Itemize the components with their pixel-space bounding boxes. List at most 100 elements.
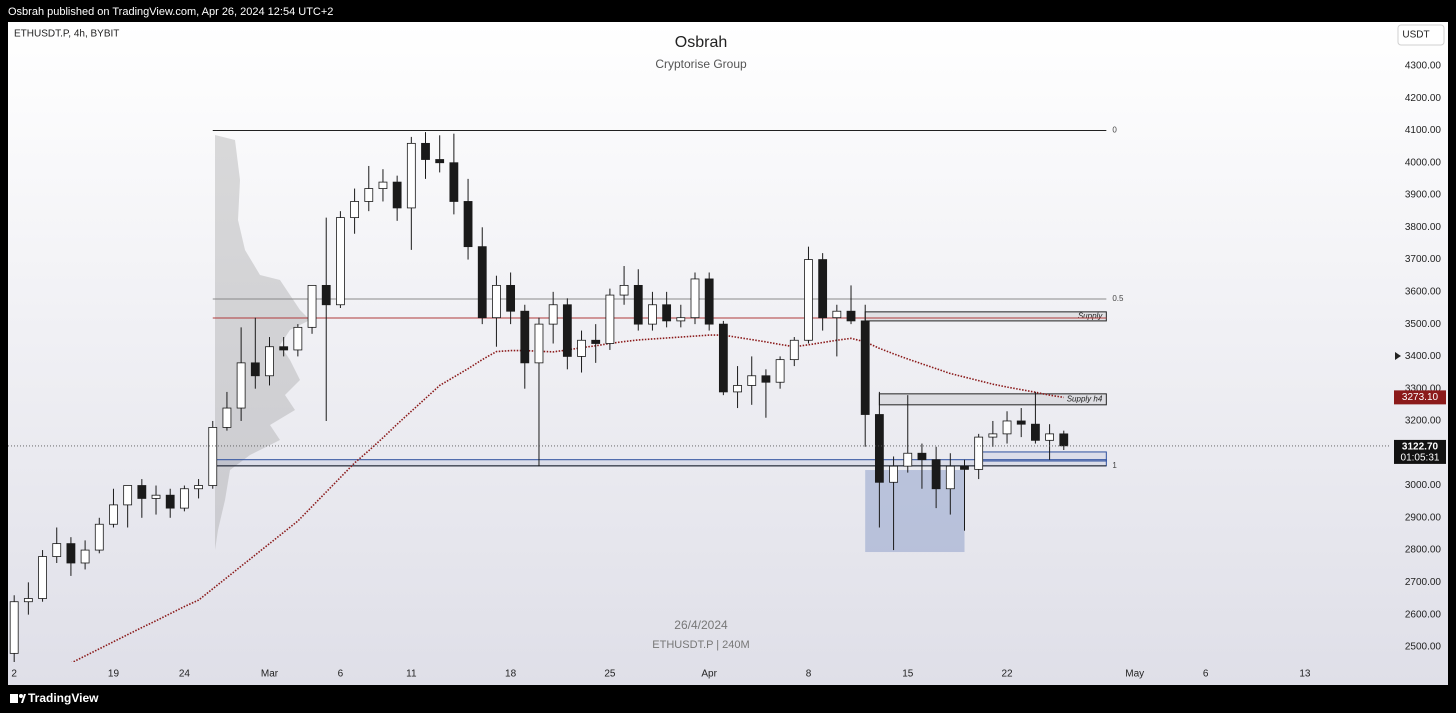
volume-profile (215, 135, 310, 550)
candle-body (194, 485, 203, 490)
candle-body (336, 217, 345, 306)
candle-body (179, 488, 189, 509)
y-tick-label: 4000.00 (1405, 157, 1442, 168)
candle-body (435, 159, 445, 164)
y-tick-label: 2800.00 (1405, 545, 1442, 556)
candle-body (903, 452, 913, 467)
candle-body (704, 278, 714, 325)
candle-body (747, 375, 757, 386)
x-tick-label: 13 (1299, 669, 1311, 680)
candle-body (789, 339, 799, 361)
candle-body (279, 346, 289, 351)
currency-label[interactable]: USDT (1402, 30, 1429, 41)
logo-mark (19, 694, 23, 698)
x-tick-label: 19 (108, 669, 120, 680)
candle-body (1059, 433, 1069, 447)
logo-mark (10, 694, 18, 703)
zone (212, 459, 1107, 467)
candle-body (421, 142, 430, 160)
zone-label: Supply h4 (1067, 394, 1103, 403)
level-label: 0.5 (1112, 294, 1124, 303)
x-tick-label: Mar (261, 669, 279, 680)
candle-body (960, 465, 969, 470)
candle-body (974, 436, 984, 470)
y-tick-label: 3700.00 (1405, 254, 1442, 265)
candle-body (548, 304, 558, 325)
candle-body (151, 494, 161, 499)
candle-body (690, 278, 700, 319)
candle-body (52, 543, 62, 557)
y-tick-label: 3000.00 (1405, 480, 1442, 491)
candle-body (23, 598, 33, 603)
y-tick-label: 4300.00 (1405, 61, 1442, 72)
candle-body (9, 601, 19, 654)
y-tick-label: 3900.00 (1405, 190, 1442, 201)
candle-body (265, 346, 274, 377)
chart-subtitle: Cryptorise Group (655, 57, 747, 71)
candle-body (392, 181, 402, 209)
currency-button[interactable] (1397, 24, 1445, 46)
x-tick-label: 18 (505, 669, 517, 680)
x-tick-label: 8 (806, 669, 812, 680)
candle-body (577, 339, 586, 357)
candle-body (1002, 420, 1012, 435)
candle-body (378, 181, 388, 189)
last-price-box (1394, 439, 1446, 464)
x-tick-label: 22 (1001, 669, 1013, 680)
candle-body (80, 549, 90, 564)
candle-body (364, 188, 374, 202)
candle-body (492, 284, 501, 319)
y-tick-label: 3300.00 (1405, 383, 1442, 394)
plot-area: Supply Supply h4 0 0.5 1 (8, 126, 1390, 662)
candle-body (860, 320, 870, 415)
candle-body (1031, 423, 1040, 441)
x-tick-label: 24 (179, 669, 191, 680)
logo-mark (21, 694, 26, 703)
last-price-label: 3122.70 (1402, 442, 1439, 453)
candle-body (761, 375, 771, 383)
candle-body (874, 414, 884, 483)
candle-body (988, 433, 998, 438)
candle-body (463, 201, 473, 248)
candle-body (619, 284, 629, 296)
candle-body (591, 339, 601, 344)
candle-body (137, 485, 147, 499)
candle-body (931, 459, 941, 490)
candle-body (123, 485, 133, 506)
y-tick-label: 3400.00 (1405, 351, 1442, 362)
level-label: 1 (1112, 461, 1117, 470)
x-tick-label: 6 (338, 669, 344, 680)
candle-body (165, 494, 175, 509)
candle-body (222, 407, 232, 428)
candle-body (917, 452, 927, 461)
candle-body (718, 323, 728, 393)
chart-background (8, 22, 1448, 685)
candle-body (321, 284, 331, 306)
candle-body (66, 543, 76, 564)
ma-price-label: 3273.10 (1402, 392, 1439, 403)
candle-body (520, 310, 530, 364)
candle-body (94, 523, 104, 551)
zone (864, 311, 1107, 322)
candle-body (648, 304, 657, 325)
zone-label: Supply (1078, 311, 1103, 320)
candle-body (846, 310, 856, 322)
candle-body (307, 284, 317, 328)
moving-average (71, 334, 1064, 662)
level-label: 0 (1112, 126, 1117, 135)
candle-body (109, 504, 118, 525)
candle-body (1016, 420, 1026, 425)
y-tick-label: 3800.00 (1405, 222, 1442, 233)
watermark-date: 26/4/2024 (674, 618, 728, 632)
candle-body (250, 362, 260, 377)
y-tick-label: 3200.00 (1405, 416, 1442, 427)
candle-body (506, 284, 516, 312)
y-tick-label: 2700.00 (1405, 577, 1442, 588)
axis-marker (1395, 352, 1401, 360)
y-tick-label: 2500.00 (1405, 642, 1442, 653)
tradingview-logo (10, 694, 26, 703)
candle-body (818, 259, 828, 319)
countdown-label: 01:05:31 (1401, 453, 1440, 464)
